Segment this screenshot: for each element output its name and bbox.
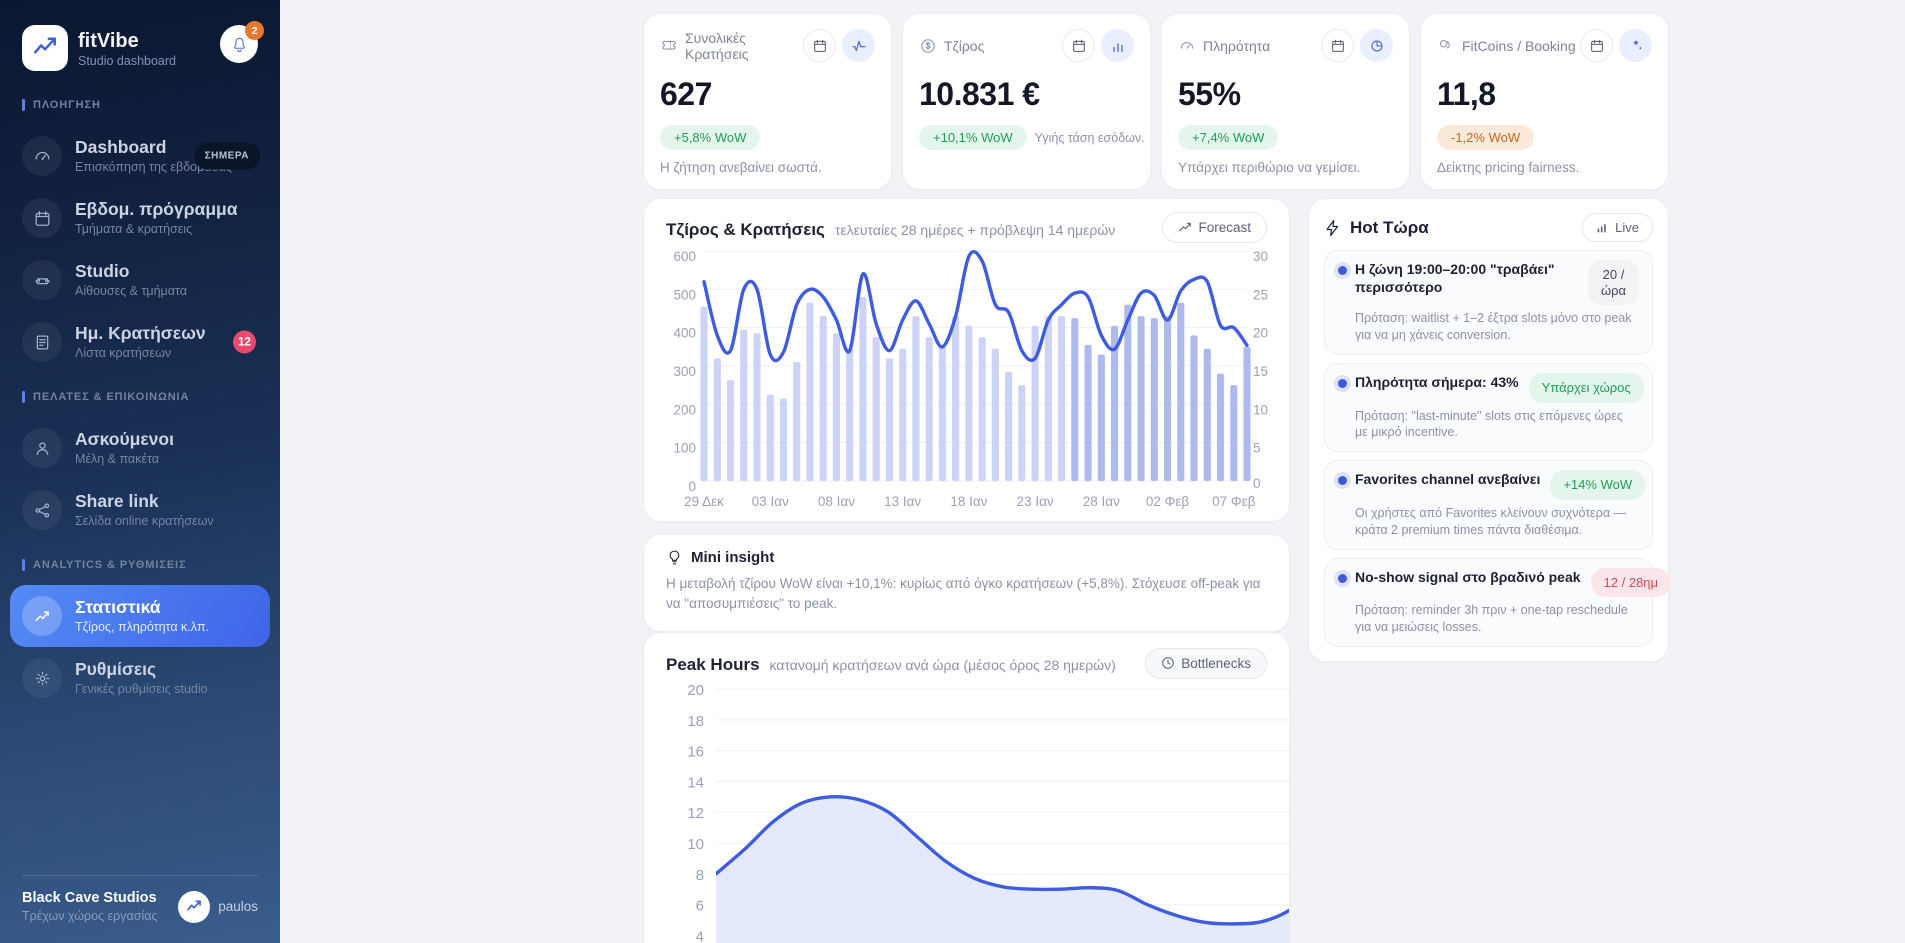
svg-text:10: 10 <box>1253 402 1268 417</box>
svg-text:18 Ιαν: 18 Ιαν <box>950 494 987 509</box>
svg-text:23 Ιαν: 23 Ιαν <box>1017 494 1054 509</box>
svg-text:07 Φεβ: 07 Φεβ <box>1212 494 1256 509</box>
svg-text:6: 6 <box>696 897 704 914</box>
svg-text:14: 14 <box>687 774 704 791</box>
svg-text:100: 100 <box>673 441 696 456</box>
svg-text:0: 0 <box>1253 476 1261 491</box>
svg-text:02 Φεβ: 02 Φεβ <box>1146 494 1190 509</box>
svg-text:29 Δεκ: 29 Δεκ <box>684 494 724 509</box>
svg-text:4: 4 <box>696 928 704 943</box>
svg-text:12: 12 <box>687 805 704 822</box>
svg-text:20: 20 <box>687 682 704 699</box>
svg-text:300: 300 <box>673 364 696 379</box>
svg-text:28 Ιαν: 28 Ιαν <box>1083 494 1120 509</box>
svg-text:200: 200 <box>673 402 696 417</box>
svg-text:25: 25 <box>1253 287 1268 302</box>
svg-text:10: 10 <box>687 836 704 853</box>
svg-text:16: 16 <box>687 743 704 760</box>
svg-text:500: 500 <box>673 287 696 302</box>
svg-text:08 Ιαν: 08 Ιαν <box>818 494 855 509</box>
svg-text:30: 30 <box>1253 249 1268 264</box>
svg-text:8: 8 <box>696 866 704 883</box>
svg-text:18: 18 <box>687 712 704 729</box>
svg-text:03 Ιαν: 03 Ιαν <box>752 494 789 509</box>
svg-text:5: 5 <box>1253 441 1261 456</box>
svg-text:15: 15 <box>1253 364 1268 379</box>
svg-text:600: 600 <box>673 249 696 264</box>
svg-text:400: 400 <box>673 326 696 341</box>
svg-text:13 Ιαν: 13 Ιαν <box>884 494 921 509</box>
svg-text:0: 0 <box>688 479 696 494</box>
svg-text:20: 20 <box>1253 326 1268 341</box>
